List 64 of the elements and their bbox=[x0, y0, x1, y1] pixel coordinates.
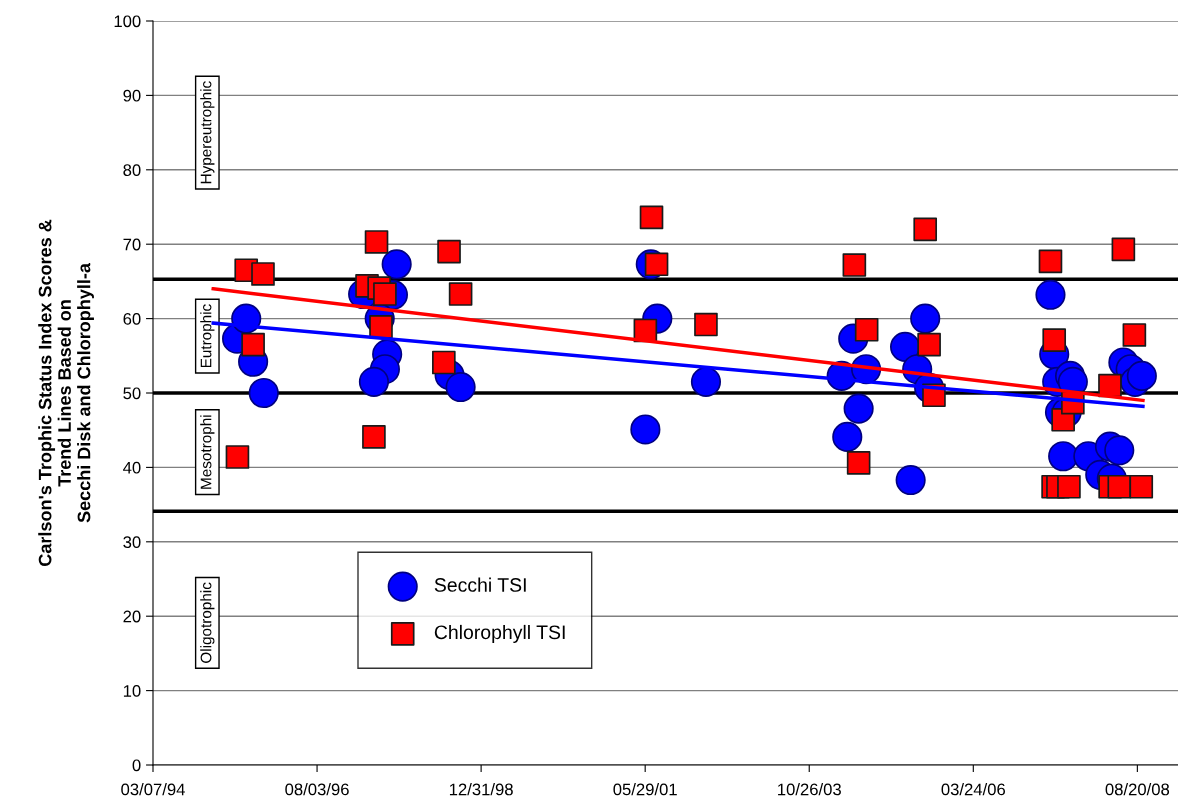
y-tick-label: 50 bbox=[123, 387, 141, 400]
point bbox=[630, 414, 661, 445]
point bbox=[690, 366, 722, 397]
annotation: Mesotrophi bbox=[200, 415, 215, 489]
point bbox=[251, 262, 275, 286]
point bbox=[1122, 323, 1147, 347]
point bbox=[381, 249, 412, 280]
point bbox=[1038, 249, 1063, 274]
point bbox=[1035, 279, 1066, 310]
point bbox=[373, 282, 397, 306]
point bbox=[225, 445, 250, 469]
point bbox=[1098, 373, 1122, 398]
point bbox=[1107, 474, 1132, 499]
point bbox=[1048, 441, 1079, 472]
point bbox=[432, 350, 456, 375]
point bbox=[362, 425, 386, 449]
y-axis-title: Carlson's Trophic Status Index Scores & Trend Lines Based on Secchi Disk and Chlorophyll-a bbox=[38, 219, 94, 566]
x-tick-label: 05/29/01 bbox=[613, 783, 677, 796]
point bbox=[917, 332, 941, 357]
y-tick-label: 0 bbox=[132, 759, 141, 772]
point bbox=[445, 371, 476, 403]
point bbox=[842, 253, 867, 277]
annotation: Eutrophic bbox=[200, 304, 215, 368]
y-tick-label: 80 bbox=[123, 164, 141, 176]
point bbox=[1111, 237, 1136, 262]
y-tick-label: 100 bbox=[114, 15, 141, 28]
point bbox=[846, 451, 871, 475]
y-tick-label: 70 bbox=[123, 238, 141, 251]
y-tick-label: 40 bbox=[123, 461, 141, 474]
y-tick-label: 30 bbox=[123, 536, 141, 548]
legend-label: Secchi TSI bbox=[434, 577, 526, 592]
point bbox=[843, 393, 874, 424]
x-tick-label: 10/26/03 bbox=[778, 783, 841, 796]
x-tick-label: 12/31/98 bbox=[449, 783, 513, 796]
point bbox=[1129, 474, 1154, 499]
point bbox=[248, 377, 279, 409]
point bbox=[1042, 328, 1067, 352]
annotation: Oligotrophic bbox=[200, 582, 215, 663]
x-tick-label: 08/20/08 bbox=[1105, 783, 1170, 796]
x-tick-label: 03/24/06 bbox=[941, 783, 1006, 796]
y-tick-label: 10 bbox=[123, 685, 141, 697]
point bbox=[437, 239, 461, 264]
point bbox=[1057, 474, 1081, 499]
x-tick-label: 03/07/94 bbox=[121, 783, 185, 796]
legend-label: Chlorophyll TSI bbox=[434, 624, 565, 643]
point bbox=[854, 317, 879, 342]
y-tick-label: 90 bbox=[123, 89, 141, 102]
point bbox=[358, 366, 389, 397]
point bbox=[895, 464, 926, 496]
point bbox=[639, 205, 664, 230]
y-tick-label: 20 bbox=[123, 610, 141, 623]
y-tick-label: 60 bbox=[123, 313, 141, 325]
point bbox=[364, 230, 389, 254]
point bbox=[1126, 360, 1157, 391]
point bbox=[910, 303, 941, 334]
x-tick-label: 08/03/96 bbox=[285, 783, 349, 796]
point bbox=[369, 314, 393, 339]
point bbox=[241, 332, 265, 357]
point bbox=[832, 421, 863, 452]
point bbox=[1104, 435, 1135, 466]
point bbox=[448, 282, 473, 306]
point bbox=[913, 217, 938, 242]
annotation: Hypereutrophic bbox=[200, 81, 215, 184]
point bbox=[694, 312, 718, 337]
